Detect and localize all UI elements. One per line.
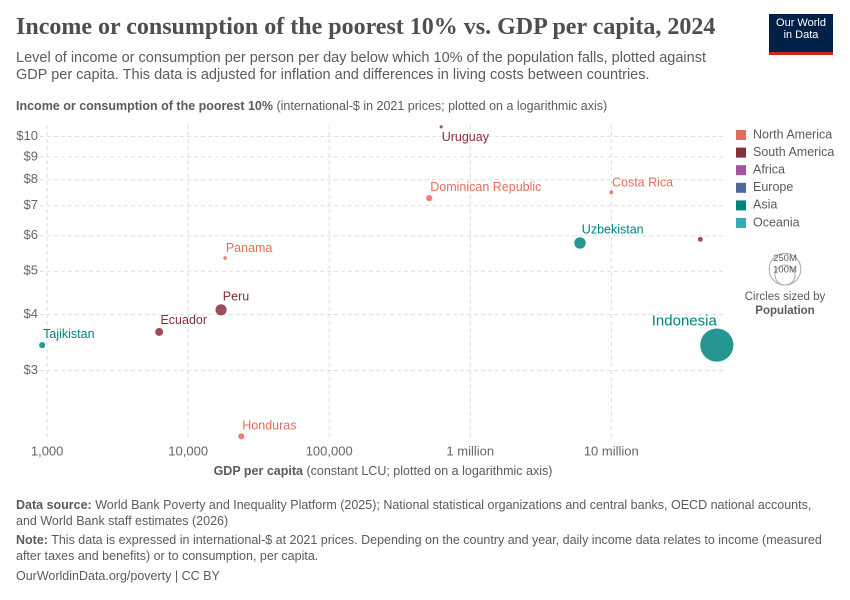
point [425, 194, 433, 202]
x-tick-label: 100,000 [306, 443, 353, 458]
point [154, 327, 164, 337]
y-tick-label: $8 [24, 171, 38, 186]
point [573, 236, 587, 250]
point-label: Indonesia [652, 312, 718, 329]
y-tick-label: $6 [24, 227, 38, 242]
x-tick-label: 1,000 [31, 443, 64, 458]
x-axis-label: GDP per capita [214, 464, 304, 478]
point-label: Peru [223, 289, 249, 303]
y-axis-label: Income or consumption of the poorest 10% [16, 99, 273, 113]
data-source: Data source: World Bank Poverty and Ineq… [16, 497, 831, 529]
logo-text: Our World in Data [776, 17, 826, 41]
legend-label: Europe [753, 180, 793, 194]
y-tick-label: $3 [24, 362, 38, 377]
chart: $3 $4 $5 $6 $7 $8 $9 $10 1,000 10,000 100,000 1 mil… [16, 124, 834, 478]
legend-swatch [736, 147, 746, 158]
legend-swatch [736, 165, 746, 176]
legend-label: Oceania [753, 215, 800, 229]
y-tick-label: $10 [16, 128, 38, 143]
y-axis-unit: (international-$ in 2021 prices; plotted… [276, 99, 608, 113]
y-tick-label: $9 [24, 148, 38, 163]
point [38, 341, 46, 349]
point-label: Panama [226, 241, 273, 255]
point [439, 124, 444, 129]
point-label: Costa Rica [612, 175, 673, 189]
legend-label: Asia [753, 198, 777, 212]
x-tick-label: 10,000 [168, 443, 208, 458]
x-tick-label: 1 million [446, 443, 494, 458]
legend-swatch [736, 130, 746, 140]
point [608, 189, 614, 195]
legend-swatch [736, 182, 746, 193]
point-label: Uruguay [442, 130, 490, 144]
point [699, 328, 734, 363]
point-label: Uzbekistan [582, 222, 644, 236]
y-tick-label: $5 [24, 263, 38, 278]
size-legend-circle [774, 264, 796, 286]
note: Note: This data is expressed in internat… [16, 532, 831, 564]
legend-label: North America [753, 127, 832, 141]
x-axis-unit: (constant LCU; plotted on a logarithmic … [306, 464, 552, 478]
note-label: Note: [16, 533, 48, 547]
subtitle: Level of income or consumption per perso… [16, 50, 706, 83]
x-tick-label: 10 million [584, 443, 639, 458]
point [222, 255, 228, 261]
size-legend-title: Circles sized by [745, 291, 826, 303]
point-label: Dominican Republic [430, 180, 541, 194]
legend-swatch [736, 200, 746, 211]
point [697, 236, 704, 243]
note-text: This data is expressed in international-… [16, 533, 822, 563]
title: Income or consumption of the poorest 10%… [16, 14, 716, 40]
point-label: Honduras [242, 418, 296, 432]
x-axis-title: GDP per capita (constant LCU; plotted on… [214, 464, 553, 478]
point [237, 432, 245, 440]
size-legend-variable: Population [755, 305, 814, 317]
legend-label: South America [753, 145, 834, 159]
point [214, 303, 228, 316]
data-source-text: World Bank Poverty and Inequality Platfo… [16, 498, 812, 528]
size-legend-label: 100M [773, 265, 797, 276]
size-legend-label: 250M [773, 253, 797, 264]
point-label: Tajikistan [43, 327, 94, 341]
y-tick-label: $7 [24, 197, 38, 212]
logo[interactable]: Our World in Data [769, 14, 833, 55]
data-source-label: Data source: [16, 498, 92, 512]
legend-swatch [736, 218, 746, 228]
y-tick-label: $4 [24, 306, 38, 321]
y-axis-title: Income or consumption of the poorest 10%… [16, 99, 607, 113]
legend-label: Africa [753, 162, 785, 176]
footer-url[interactable]: OurWorldinData.org/poverty | CC BY [16, 569, 220, 583]
point-label: Ecuador [160, 313, 207, 327]
